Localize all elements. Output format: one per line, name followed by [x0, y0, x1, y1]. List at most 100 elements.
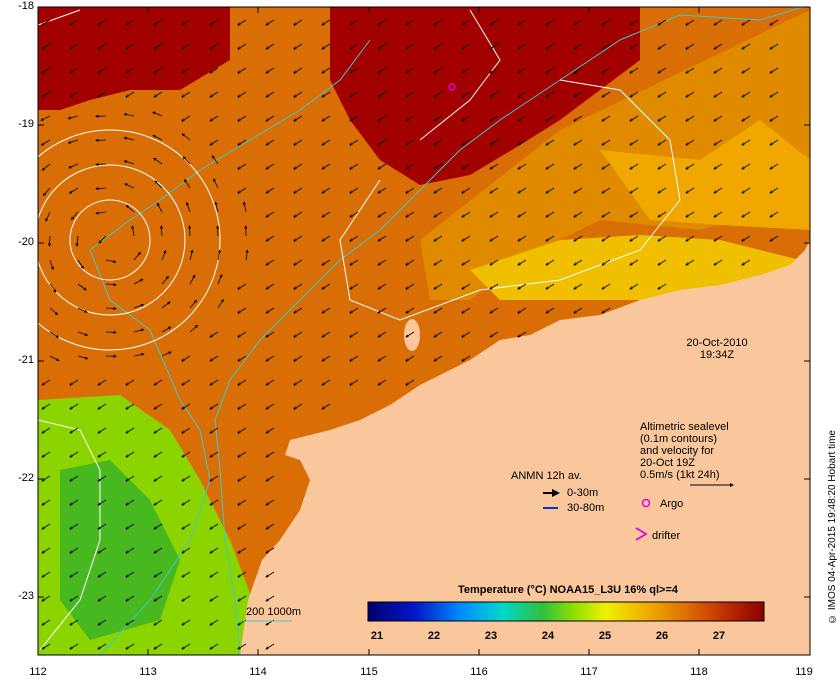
velocity-arrow: [545, 19, 555, 26]
velocity-arrow: [75, 235, 79, 247]
velocity-arrow: [601, 187, 611, 194]
velocity-arrow: [265, 211, 275, 218]
velocity-arrow: [545, 307, 555, 314]
velocity-arrow: [545, 163, 555, 170]
velocity-arrow: [211, 155, 219, 165]
velocity-arrow: [349, 19, 359, 26]
velocity-arrow: [98, 235, 107, 244]
velocity-arrow: [601, 19, 611, 26]
lat-tick: -22: [18, 472, 34, 484]
velocity-arrow: [49, 259, 54, 271]
velocity-arrow: [433, 139, 443, 146]
velocity-arrow: [153, 619, 163, 626]
velocity-arrow: [209, 355, 219, 362]
velocity-arrow: [209, 331, 219, 338]
velocity-arrow: [601, 259, 611, 266]
velocity-arrow: [161, 301, 171, 309]
velocity-arrow: [433, 115, 443, 122]
velocity-arrow: [601, 283, 611, 290]
velocity-arrow: [209, 43, 219, 50]
cool-water-core: [60, 460, 180, 640]
velocity-arrow: [433, 259, 443, 266]
velocity-arrow: [105, 283, 117, 287]
velocity-arrow: [657, 211, 667, 218]
velocity-arrow: [153, 451, 163, 458]
velocity-arrow: [68, 163, 79, 169]
velocity-arrow: [321, 283, 331, 290]
velocity-arrow: [433, 331, 443, 338]
velocity-arrow: [237, 163, 247, 170]
velocity-arrow: [349, 235, 359, 242]
velocity-arrow: [517, 91, 527, 98]
colorbar-tick: 22: [427, 630, 441, 642]
velocity-arrow: [293, 355, 303, 362]
time-text: 19:34Z: [699, 349, 735, 361]
velocity-arrow: [377, 67, 387, 74]
velocity-arrow: [405, 43, 415, 50]
velocity-arrow: [349, 139, 359, 146]
velocity-arrow: [657, 43, 667, 50]
velocity-arrow: [741, 235, 751, 242]
plot-frame: [37, 6, 811, 656]
velocity-arrow: [293, 331, 303, 338]
colorbar-tick: 27: [712, 630, 726, 642]
velocity-arrow: [209, 595, 219, 602]
velocity-arrow: [97, 499, 107, 506]
velocity-arrow: [405, 307, 415, 314]
velocity-arrow: [377, 115, 387, 122]
velocity-arrow: [321, 91, 331, 98]
velocity-arrow: [601, 43, 611, 50]
velocity-arrow: [41, 379, 51, 386]
colorbar-tick: 24: [541, 630, 555, 642]
velocity-arrow: [153, 523, 163, 530]
velocity-arrow: [69, 475, 79, 482]
velocity-arrow: [713, 163, 723, 170]
velocity-arrow: [573, 187, 583, 194]
velocity-arrow: [545, 259, 555, 266]
velocity-arrow: [629, 115, 639, 122]
velocity-arrow: [265, 67, 275, 74]
velocity-arrow: [461, 259, 471, 266]
eddy-contour: [69, 199, 151, 281]
velocity-arrow: [461, 163, 471, 170]
velocity-arrow: [97, 67, 107, 74]
velocity-arrow: [293, 211, 303, 218]
velocity-arrow: [405, 163, 415, 170]
yellow-coastal: [470, 235, 800, 300]
velocity-arrow: [293, 19, 303, 26]
velocity-arrow: [41, 403, 51, 410]
velocity-arrow: [40, 139, 51, 146]
velocity-arrow: [97, 571, 107, 578]
velocity-arrow: [685, 67, 695, 74]
velocity-arrow: [97, 643, 107, 650]
velocity-arrow: [489, 211, 499, 218]
drifter-legend-marker: [635, 527, 648, 541]
velocity-arrow: [685, 187, 695, 194]
velocity-arrow: [405, 139, 415, 146]
velocity-arrow: [154, 180, 163, 189]
velocity-arrow: [237, 91, 247, 98]
velocity-arrow: [517, 307, 527, 314]
velocity-arrow: [489, 235, 499, 242]
velocity-arrow: [181, 403, 191, 410]
velocity-arrow: [153, 43, 163, 50]
velocity-arrow: [265, 427, 275, 434]
velocity-arrow: [49, 283, 57, 293]
velocity-arrow: [77, 355, 89, 360]
velocity-arrow: [321, 379, 331, 386]
velocity-arrow: [601, 115, 611, 122]
velocity-arrow: [685, 163, 695, 170]
velocity-arrow: [349, 67, 359, 74]
velocity-arrow: [153, 475, 163, 482]
velocity-arrow: [40, 115, 51, 121]
velocity-arrow: [237, 67, 247, 74]
velocity-arrow: [237, 643, 247, 650]
velocity-arrow: [69, 427, 79, 434]
velocity-arrow: [185, 201, 191, 213]
velocity-arrow: [405, 67, 415, 74]
velocity-arrow: [517, 283, 527, 290]
sealevel-contour: [38, 9, 81, 26]
velocity-arrow: [629, 163, 639, 170]
velocity-arrow: [189, 274, 196, 285]
velocity-arrow: [265, 187, 275, 194]
